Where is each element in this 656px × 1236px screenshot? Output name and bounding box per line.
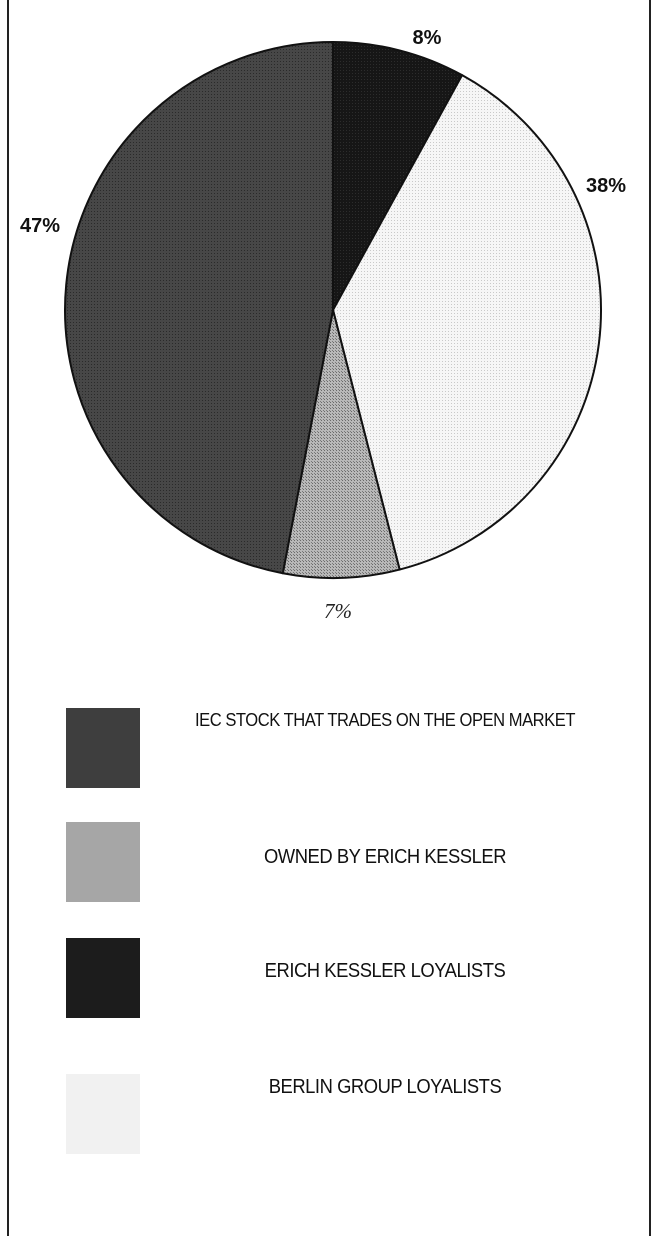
- chart-frame: [7, 0, 651, 1236]
- pie-label-kessler-loyalists: 8%: [413, 27, 442, 49]
- legend-item: BERLIN GROUP LOYALISTS: [0, 1054, 656, 1154]
- pie-label-owned-by-kessler: 7%: [324, 599, 352, 623]
- pie-label-berlin-group-loyalists: 38%: [586, 175, 626, 197]
- legend-swatch-berlin-group-loyalists: [66, 1074, 140, 1154]
- legend-swatch-kessler-loyalists: [66, 938, 140, 1018]
- legend-label: IEC STOCK THAT TRADES ON THE OPEN MARKET: [194, 710, 576, 730]
- legend-swatch-owned-by-kessler: [66, 822, 140, 902]
- legend-item: IEC STOCK THAT TRADES ON THE OPEN MARKET: [0, 706, 656, 796]
- legend-item: ERICH KESSLER LOYALISTS: [0, 938, 656, 1028]
- pie-slice-open-market: [64, 41, 334, 575]
- pie-slice-owned-by-kessler: [281, 309, 401, 579]
- legend-swatch-open-market: [66, 708, 140, 788]
- pie-slice-berlin-group-loyalists: [332, 74, 602, 571]
- legend-item: OWNED BY ERICH KESSLER: [0, 822, 656, 912]
- legend-label: OWNED BY ERICH KESSLER: [263, 846, 507, 868]
- pie-label-open-market: 47%: [20, 215, 60, 237]
- legend-label: ERICH KESSLER LOYALISTS: [264, 960, 506, 982]
- pie-chart: 8% 38% 7% 47%: [20, 27, 626, 623]
- pie-slice-kessler-loyalists: [332, 41, 464, 311]
- legend-label: BERLIN GROUP LOYALISTS: [268, 1076, 502, 1098]
